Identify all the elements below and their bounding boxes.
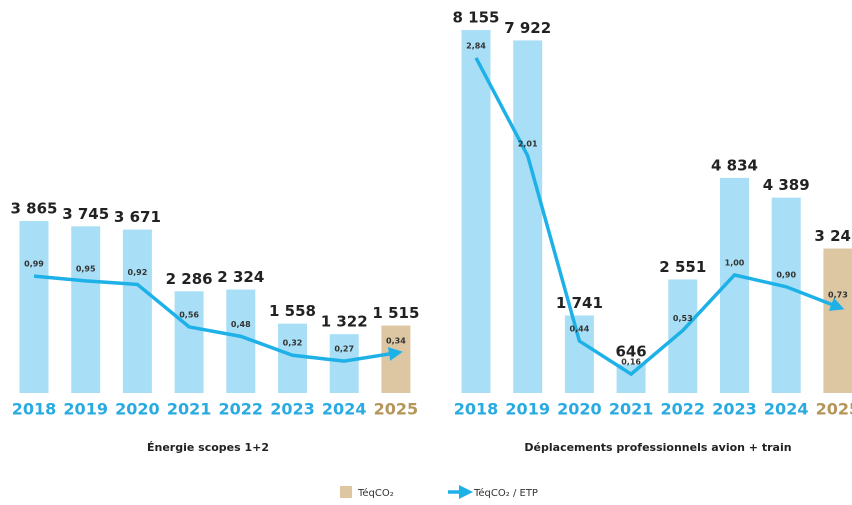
x-tick-label: 2023: [270, 400, 315, 419]
bar-value-label: 4 389: [763, 176, 810, 194]
chart-title: Énergie scopes 1+2: [147, 441, 269, 454]
x-tick-label: 2022: [661, 400, 706, 419]
line-value-label: 0,56: [179, 310, 199, 319]
x-tick-label: 2022: [219, 400, 264, 419]
bar-value-label: 3 671: [114, 208, 161, 226]
x-tick-label: 2019: [505, 400, 550, 419]
line-value-label: 1,00: [725, 258, 745, 267]
line-value-label: 0,16: [621, 358, 641, 367]
bar-value-label: 1 515: [372, 304, 419, 322]
bar-value-label: 1 741: [556, 294, 603, 312]
bar-value-label: 1 558: [269, 302, 316, 320]
bar-value-label: 3 865: [11, 199, 58, 217]
x-tick-label: 2018: [454, 400, 499, 419]
bar: [174, 291, 204, 393]
bar-value-label: 1 322: [321, 313, 368, 331]
line-value-label: 0,48: [231, 320, 251, 329]
legend-label: TéqCO₂ / ETP: [473, 487, 538, 499]
bar-value-label: 2 551: [659, 258, 706, 276]
bar: [564, 315, 594, 393]
bar: [668, 279, 698, 393]
x-tick-label: 2025: [816, 400, 852, 419]
line-value-label: 0,27: [334, 345, 354, 354]
line-value-label: 0,53: [673, 314, 693, 323]
bar: [771, 197, 801, 393]
x-tick-label: 2020: [557, 400, 602, 419]
line-value-label: 0,73: [828, 290, 848, 299]
bar-value-label: 8 155: [453, 9, 500, 27]
legend-swatch: [340, 486, 352, 498]
bar: [278, 323, 307, 393]
x-tick-label: 2024: [322, 400, 367, 419]
x-tick-label: 2021: [167, 400, 212, 419]
bar-value-label: 2 324: [217, 268, 264, 286]
bar: [19, 220, 49, 393]
line-value-label: 0,44: [570, 325, 590, 334]
bar-value-label: 2 286: [166, 270, 213, 288]
bar: [461, 30, 491, 393]
bar-value-label: 7 922: [504, 19, 551, 37]
line-value-label: 2,01: [518, 139, 538, 148]
x-tick-label: 2025: [374, 400, 419, 419]
x-tick-label: 2019: [63, 400, 108, 419]
bar: [823, 248, 852, 393]
bar: [122, 229, 152, 393]
line-value-label: 0,99: [24, 260, 44, 269]
x-tick-label: 2023: [712, 400, 757, 419]
bar-value-label: 646: [615, 343, 646, 361]
line-value-label: 0,32: [283, 339, 303, 348]
x-tick-label: 2018: [12, 400, 57, 419]
legend-label: TéqCO₂: [357, 487, 394, 499]
line-value-label: 0,95: [76, 264, 96, 273]
bar: [329, 334, 359, 393]
bar: [71, 226, 101, 393]
line-value-label: 2,84: [466, 41, 486, 50]
bar: [513, 40, 543, 393]
x-tick-label: 2021: [609, 400, 654, 419]
x-tick-label: 2020: [115, 400, 160, 419]
chart-title: Déplacements professionnels avion + trai…: [524, 441, 791, 454]
bar-value-label: 3 246: [814, 227, 852, 245]
x-tick-label: 2024: [764, 400, 809, 419]
line-value-label: 0,34: [386, 336, 406, 345]
bar-value-label: 3 745: [62, 205, 109, 223]
bar-value-label: 4 834: [711, 156, 758, 174]
line-value-label: 0,90: [776, 270, 796, 279]
line-value-label: 0,92: [128, 268, 148, 277]
line: [33, 274, 403, 363]
line: [474, 57, 845, 377]
